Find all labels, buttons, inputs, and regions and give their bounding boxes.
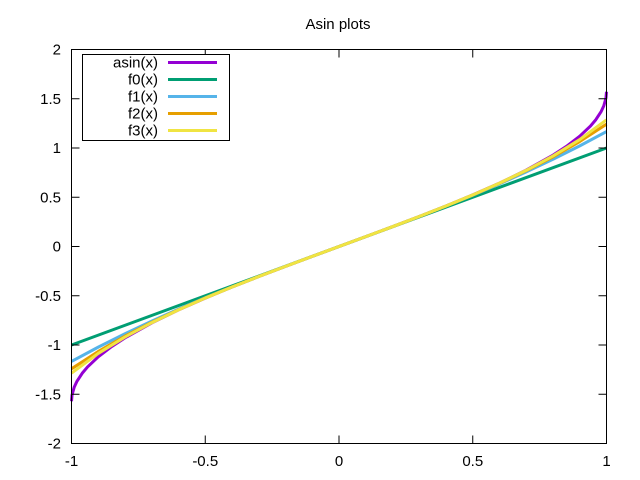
legend-label: f0(x) (128, 72, 158, 89)
y-tick-label: -1 (48, 337, 61, 354)
y-tick-label: -2 (48, 436, 61, 453)
x-tick-label: -0.5 (192, 453, 218, 470)
legend-label: f3(x) (128, 123, 158, 140)
x-tick-label: 1 (602, 453, 610, 470)
series-layer (70, 91, 608, 402)
y-tick-label: -0.5 (35, 288, 61, 305)
y-tick-label: 1 (53, 140, 61, 157)
legend-label: f1(x) (128, 89, 158, 106)
axis-layer: -1 -0.5 0 0.5 1 -2 -1.5 -1 -0.5 0 0.5 1 1.5 2 (35, 42, 611, 471)
x-tick-label: 0.5 (462, 453, 483, 470)
x-tick-label: 0 (335, 453, 343, 470)
y-tick-label: 2 (53, 42, 61, 59)
y-tick-label: -1.5 (35, 386, 61, 403)
y-tick-label: 1.5 (40, 91, 61, 108)
chart-title: Asin plots (305, 16, 370, 33)
x-tick-label: -1 (65, 453, 78, 470)
series-line-5 (70, 118, 608, 375)
legend-label: f2(x) (128, 106, 158, 123)
y-tick-label: 0 (53, 239, 61, 256)
y-tick-label: 0.5 (40, 189, 61, 206)
legend-label: asin(x) (113, 55, 158, 72)
legend: asin(x)f0(x)f1(x)f2(x)f3(x) (82, 54, 230, 141)
